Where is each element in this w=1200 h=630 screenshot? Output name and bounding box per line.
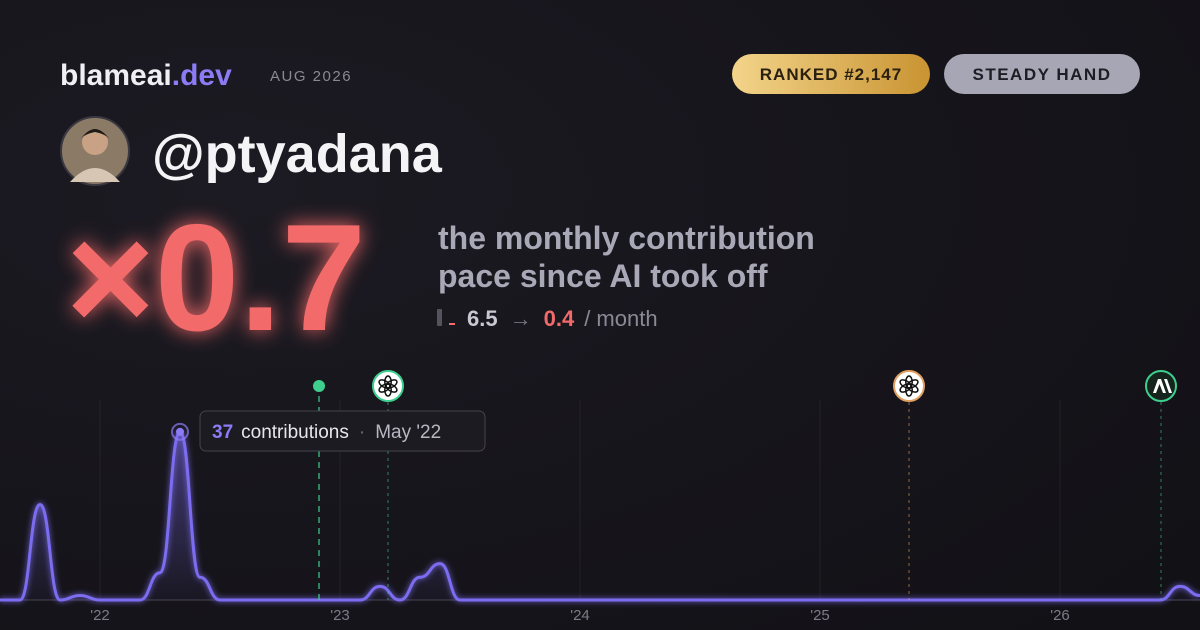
arrow: →	[510, 306, 532, 331]
multiplier: ×0.7	[66, 193, 366, 363]
logo-mark	[1153, 379, 1172, 393]
description: the monthly contribution	[438, 220, 815, 256]
period: AUG 2026	[270, 68, 352, 85]
event-logo	[378, 375, 398, 397]
x-tick-label: '25	[810, 607, 830, 624]
x-tick-label: '24	[570, 607, 590, 624]
tooltip-separator: ·	[359, 422, 365, 443]
badge-label: RANKED #2,147	[760, 65, 902, 84]
description: pace since AI took off	[438, 258, 768, 294]
tooltip-text: 37 contributions · May '22	[212, 422, 441, 443]
avatar	[60, 116, 130, 186]
badge-label: STEADY HAND	[973, 65, 1112, 84]
logo-petal	[899, 379, 912, 389]
tooltip-label: contributions	[241, 422, 349, 443]
x-tick-label: '23	[330, 607, 350, 624]
pace: 6.5 → 0.4 / month	[467, 306, 658, 331]
brand-suffix: .dev	[172, 59, 232, 92]
x-tick-label: '22	[90, 607, 110, 624]
logo-petal	[378, 379, 391, 389]
tooltip-value: 37	[212, 422, 233, 443]
unit: / month	[584, 306, 657, 331]
before: 6.5	[467, 306, 498, 331]
event-logo	[899, 375, 919, 397]
handle: @ptyadana	[152, 124, 443, 184]
event-icon	[372, 370, 404, 402]
event-dot	[313, 380, 325, 392]
tooltip-date: May '22	[375, 422, 441, 443]
after: 0.4	[544, 306, 575, 331]
event-logo	[1153, 379, 1172, 393]
highlight-ring	[171, 422, 189, 441]
badge	[732, 54, 930, 94]
x-tick-label: '26	[1050, 607, 1070, 624]
highlight-dot	[176, 427, 184, 436]
tooltip-box	[199, 410, 486, 452]
mini-bars	[437, 309, 455, 326]
brand-name: blameai	[60, 59, 172, 92]
chart: '22 '23 '24 '25 '26 37 contributions · May '22	[0, 370, 1200, 624]
event-icon	[893, 370, 925, 402]
brand: blameai.dev	[60, 59, 232, 92]
badge	[944, 54, 1140, 94]
